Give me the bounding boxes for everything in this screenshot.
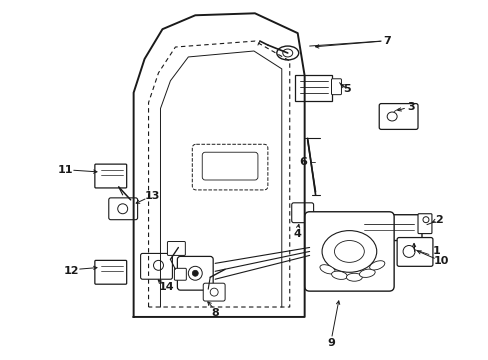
FancyBboxPatch shape — [141, 253, 172, 279]
Text: 12: 12 — [63, 266, 79, 276]
Text: 4: 4 — [293, 229, 301, 239]
Text: 8: 8 — [211, 308, 219, 318]
Ellipse shape — [282, 49, 292, 57]
Text: 10: 10 — [433, 256, 448, 266]
Ellipse shape — [322, 231, 376, 272]
Text: 2: 2 — [434, 215, 442, 225]
FancyBboxPatch shape — [294, 75, 332, 100]
Ellipse shape — [276, 46, 298, 60]
Circle shape — [402, 246, 414, 257]
FancyBboxPatch shape — [354, 215, 421, 240]
Circle shape — [188, 266, 202, 280]
FancyBboxPatch shape — [192, 144, 267, 190]
FancyBboxPatch shape — [396, 238, 432, 266]
Ellipse shape — [319, 265, 334, 274]
Ellipse shape — [346, 273, 362, 281]
FancyBboxPatch shape — [95, 164, 126, 188]
Text: 7: 7 — [383, 36, 390, 46]
Circle shape — [118, 204, 127, 214]
Ellipse shape — [334, 240, 364, 262]
Ellipse shape — [359, 269, 374, 278]
FancyBboxPatch shape — [291, 203, 313, 223]
Ellipse shape — [422, 217, 428, 223]
Text: 3: 3 — [407, 102, 414, 112]
Text: 5: 5 — [343, 84, 350, 94]
FancyBboxPatch shape — [167, 242, 185, 255]
FancyBboxPatch shape — [379, 104, 417, 129]
Circle shape — [192, 270, 198, 276]
FancyBboxPatch shape — [331, 79, 341, 95]
Circle shape — [153, 260, 163, 270]
FancyBboxPatch shape — [177, 256, 213, 290]
FancyBboxPatch shape — [95, 260, 126, 284]
Ellipse shape — [369, 261, 384, 270]
Text: 13: 13 — [144, 191, 160, 201]
Text: 6: 6 — [299, 157, 307, 167]
Text: 1: 1 — [432, 247, 440, 256]
Ellipse shape — [386, 112, 396, 121]
Text: 9: 9 — [327, 338, 335, 348]
Text: 14: 14 — [158, 282, 174, 292]
Circle shape — [210, 288, 218, 296]
FancyBboxPatch shape — [417, 214, 431, 234]
FancyBboxPatch shape — [174, 268, 186, 280]
FancyBboxPatch shape — [304, 212, 393, 291]
FancyBboxPatch shape — [203, 283, 224, 301]
FancyBboxPatch shape — [108, 198, 137, 220]
Ellipse shape — [331, 271, 346, 279]
Text: 11: 11 — [57, 165, 73, 175]
